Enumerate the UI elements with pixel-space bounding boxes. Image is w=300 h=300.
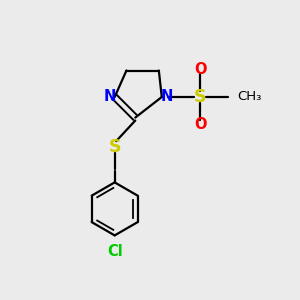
Text: CH₃: CH₃ <box>237 91 261 103</box>
Text: O: O <box>194 61 206 76</box>
Text: S: S <box>194 88 206 106</box>
Text: N: N <box>161 89 173 104</box>
Text: Cl: Cl <box>107 244 122 259</box>
Text: S: S <box>108 138 121 156</box>
Text: N: N <box>103 89 116 104</box>
Text: O: O <box>194 118 206 133</box>
